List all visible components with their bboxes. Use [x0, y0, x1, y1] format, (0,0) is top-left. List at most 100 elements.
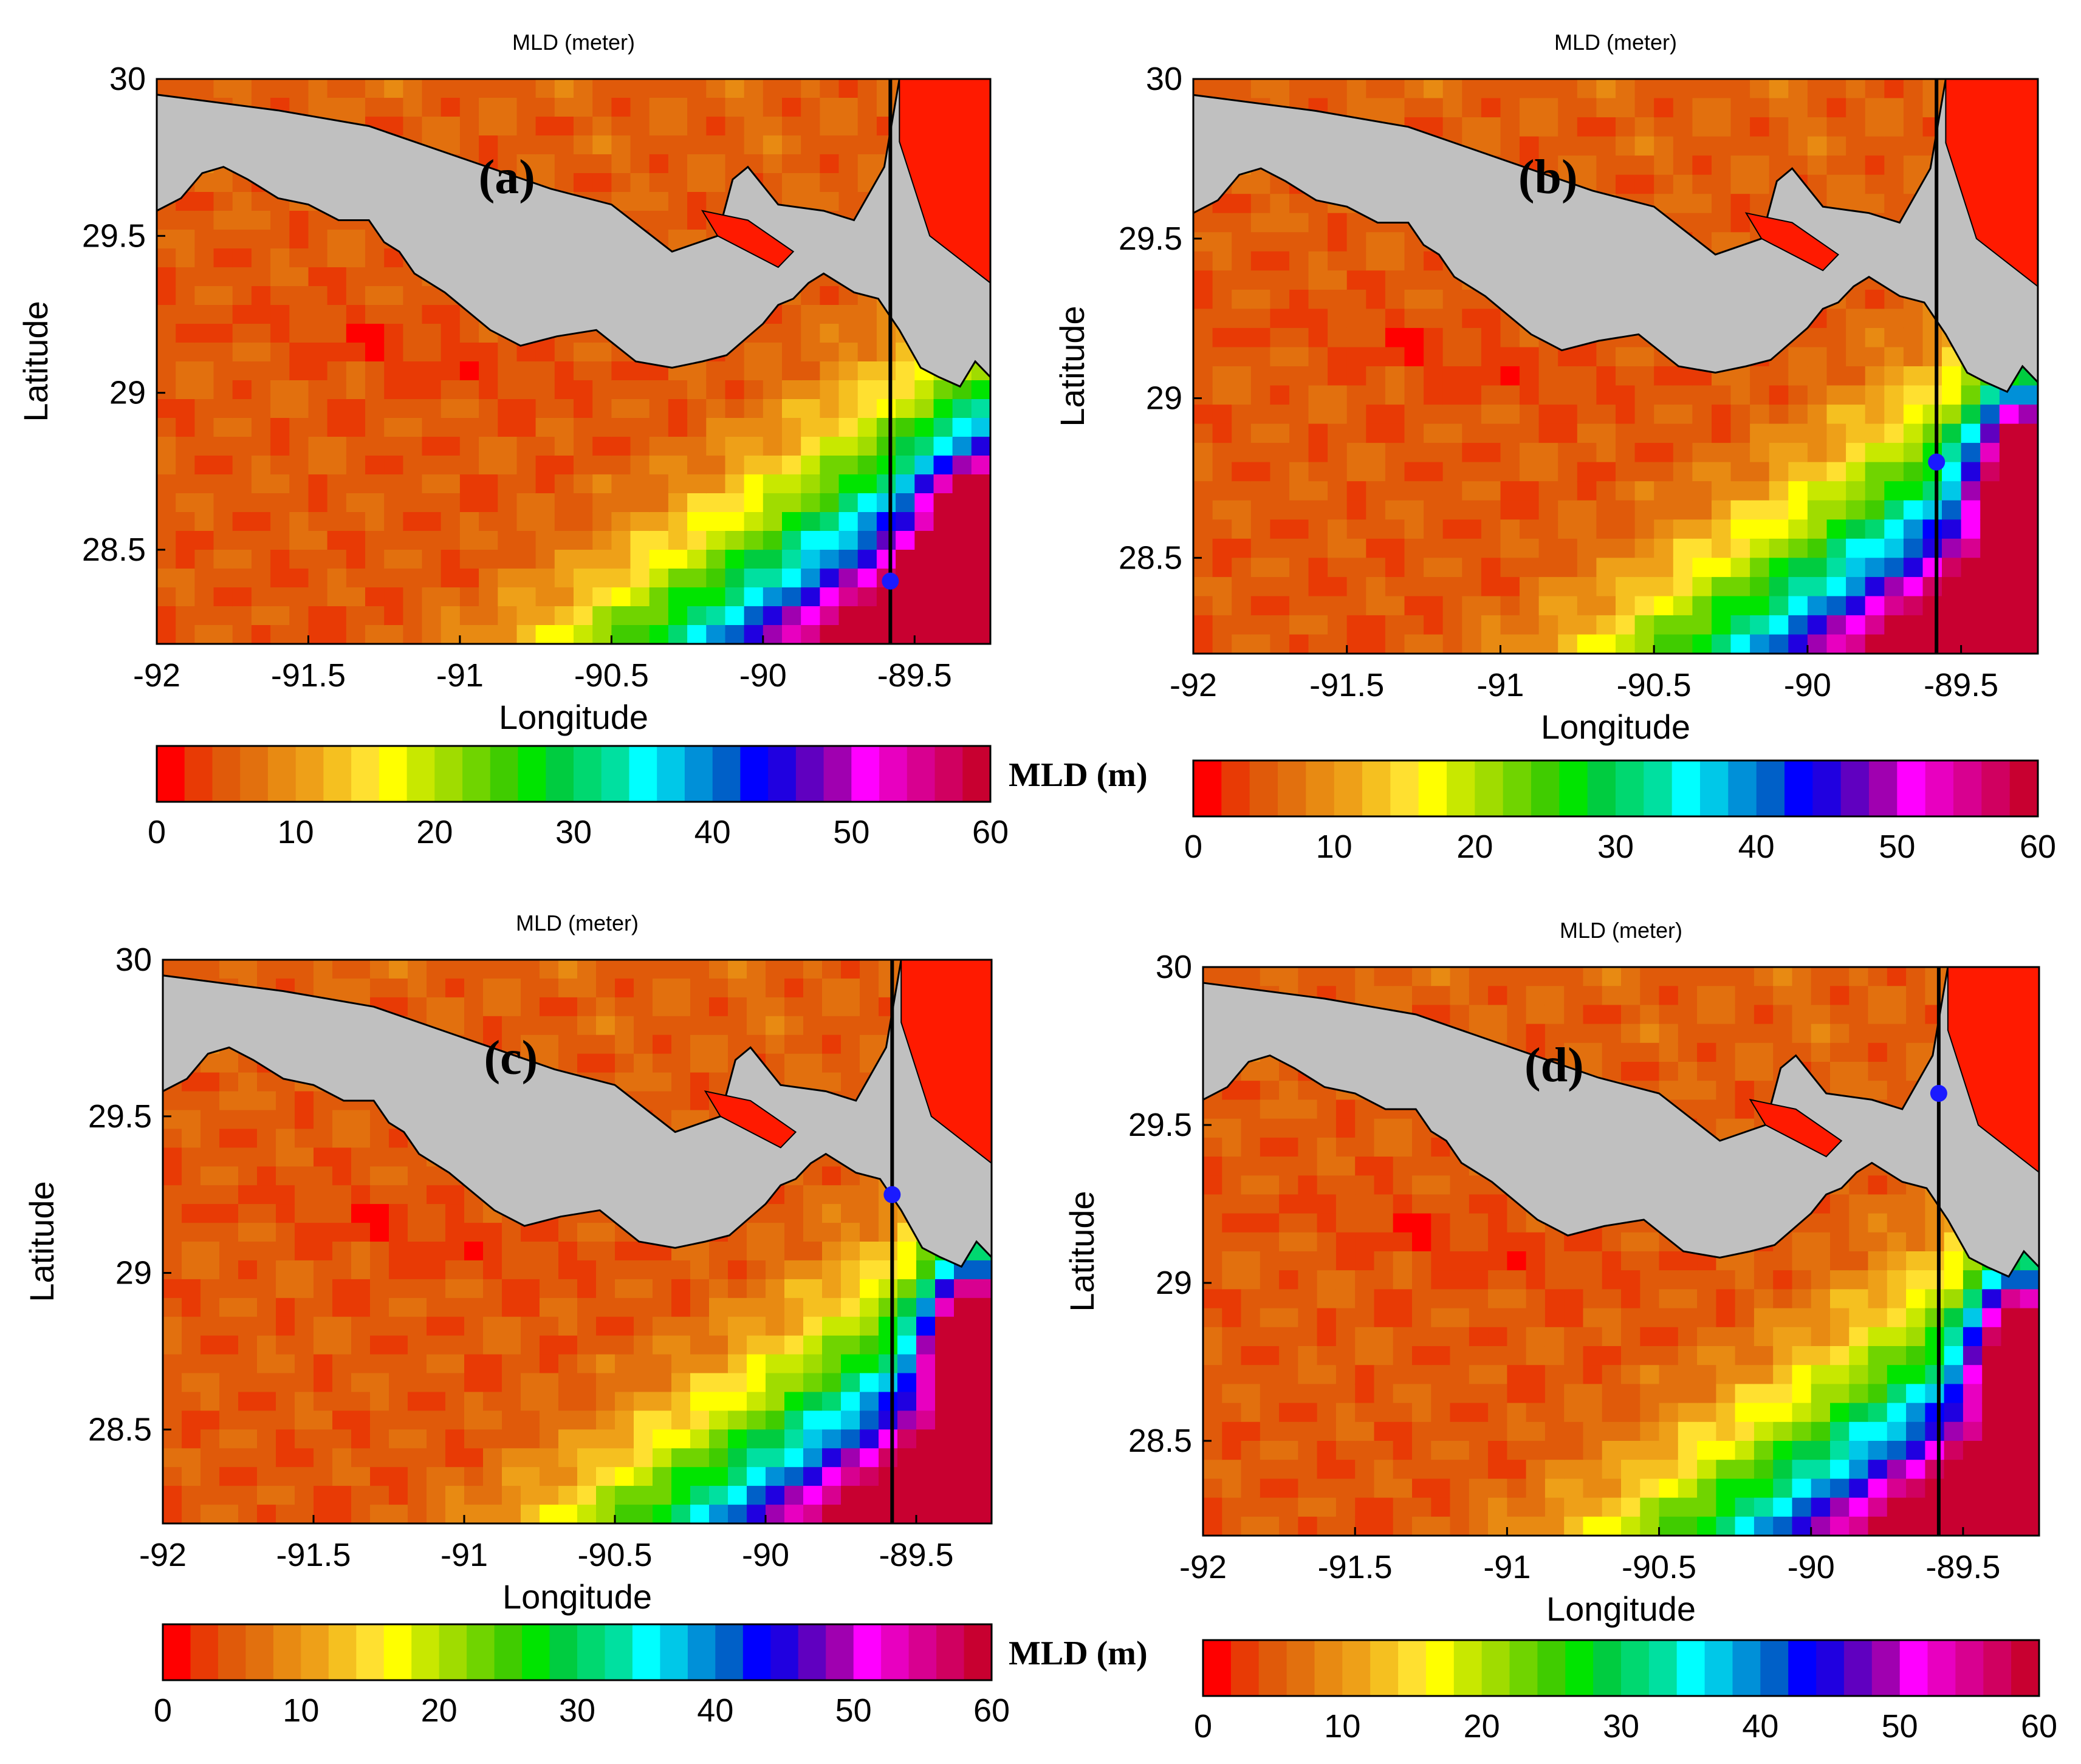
mld-cell: [370, 1392, 389, 1412]
mld-cell: [1697, 1516, 1717, 1536]
colorbar-segment: [1925, 761, 1954, 816]
mld-cell: [238, 1467, 258, 1487]
mld-cell: [408, 1316, 427, 1336]
mld-cell: [1328, 538, 1348, 559]
mld-cell: [857, 324, 877, 343]
mld-cell: [971, 380, 990, 400]
mld-cell: [327, 98, 347, 117]
mld-cell: [1450, 986, 1470, 1006]
mld-cell: [1289, 576, 1309, 597]
mld-cell: [1520, 347, 1540, 367]
colorbar-tick-label: 10: [278, 814, 314, 850]
mld-cell: [346, 456, 366, 475]
colorbar-segment: [826, 1624, 854, 1680]
mld-cell: [157, 211, 177, 230]
mld-cell: [766, 1448, 785, 1468]
colorbar-tick-label: 20: [1456, 829, 1493, 865]
mld-cell: [1730, 500, 1751, 521]
mld-cell: [2018, 634, 2038, 654]
y-tick-label: 28.5: [82, 532, 146, 568]
mld-cell: [1241, 1137, 1261, 1157]
mld-cell: [1335, 1232, 1356, 1252]
mld-cell: [592, 569, 612, 588]
mld-cell: [1442, 289, 1463, 310]
mld-cell: [1393, 1175, 1413, 1195]
mld-cell: [1450, 1365, 1470, 1385]
mld-cell: [1826, 366, 1847, 386]
mld-cell: [351, 1354, 371, 1374]
mld-cell: [289, 550, 309, 569]
mld-cell: [1500, 327, 1521, 348]
mld-cell: [747, 1242, 766, 1261]
mld-cell: [1424, 596, 1444, 616]
mld-cell: [1450, 1327, 1470, 1347]
mld-cell: [690, 1486, 710, 1505]
mld-cell: [1712, 79, 1732, 99]
mld-cell: [1404, 443, 1425, 463]
mld-cell: [1328, 289, 1348, 310]
mld-cell: [577, 1410, 597, 1431]
mld-cell: [916, 1429, 936, 1449]
mld-cell: [653, 1316, 672, 1336]
mld-cell: [1279, 967, 1299, 987]
colorbar-segment: [184, 746, 213, 802]
mld-cell: [1469, 1403, 1489, 1423]
mld-cell: [1308, 538, 1329, 559]
mld-cell: [276, 1373, 295, 1393]
mld-cell: [1335, 1118, 1356, 1138]
mld-cell: [1335, 1460, 1356, 1480]
mld-cell: [327, 324, 347, 343]
mld-cell: [1788, 385, 1808, 405]
mld-cell: [801, 154, 821, 174]
mld-cell: [1526, 1516, 1546, 1536]
mld-cell: [1558, 481, 1578, 501]
mld-cell: [1640, 1479, 1660, 1499]
mld-cell: [1412, 1346, 1432, 1366]
mld-cell: [1712, 615, 1732, 635]
mld-cell: [289, 230, 309, 249]
mld-cell: [592, 531, 612, 550]
mld-cell: [709, 1242, 729, 1261]
mld-cell: [1961, 423, 1981, 444]
mld-cell: [784, 1016, 804, 1036]
mld-cell: [1999, 481, 2020, 501]
mld-cell: [728, 1260, 747, 1280]
mld-cell: [1488, 1327, 1508, 1347]
mld-cell: [535, 437, 555, 456]
mld-cell: [1583, 1005, 1603, 1025]
mld-cell: [1697, 1460, 1717, 1480]
mld-cell: [1289, 519, 1309, 539]
mld-cell: [860, 1373, 879, 1393]
mld-cell: [427, 1185, 446, 1205]
mld-cell: [1289, 79, 1309, 99]
mld-cell: [706, 418, 726, 437]
mld-cell: [653, 960, 672, 979]
mld-cell: [213, 324, 233, 343]
mld-cell: [289, 569, 309, 588]
mld-cell: [1884, 347, 1904, 367]
mld-cell: [483, 1354, 502, 1374]
mld-cell: [1431, 1175, 1451, 1195]
mld-cell: [709, 1373, 729, 1393]
mld-cell: [1678, 1289, 1698, 1309]
mld-cell: [270, 343, 290, 362]
mld-cell: [747, 1354, 766, 1374]
mld-cell: [1279, 1137, 1299, 1157]
y-tick-label: 29: [109, 375, 146, 411]
mld-cell: [1412, 967, 1432, 987]
mld-cell: [1203, 1289, 1223, 1309]
mld-cell: [201, 1129, 220, 1149]
mld-cell: [521, 1410, 540, 1431]
mld-cell: [876, 625, 897, 644]
mld-cell: [1481, 405, 1501, 425]
mld-cell: [725, 437, 745, 456]
mld-cell: [1270, 232, 1290, 252]
mld-cell: [1212, 481, 1233, 501]
mld-cell: [163, 1448, 182, 1468]
mld-cell: [346, 267, 366, 287]
mld-cell: [1279, 1327, 1299, 1347]
mld-cell: [1442, 596, 1463, 616]
mld-cell: [238, 1279, 258, 1299]
mld-cell: [1260, 1194, 1280, 1214]
mld-cell: [1328, 481, 1348, 501]
